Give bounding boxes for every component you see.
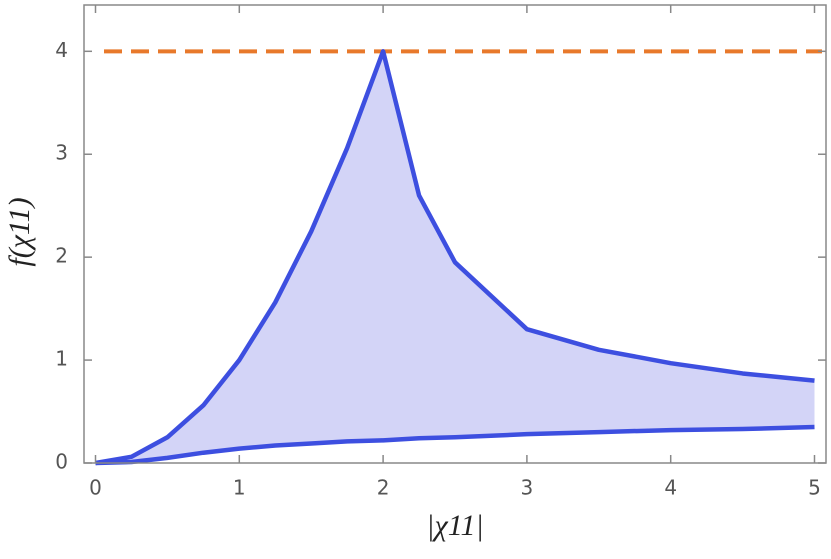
x-tick-label: 5 [808, 476, 821, 500]
y-tick-label: 3 [55, 141, 68, 165]
x-tick-label: 1 [233, 476, 246, 500]
series-line [95, 424, 815, 466]
x-tick-label: 4 [664, 476, 677, 500]
fill-area [95, 51, 815, 463]
x-tick-label: 2 [377, 476, 390, 500]
plot-frame [83, 4, 827, 464]
x-axis-label: |χ11| [426, 509, 483, 542]
y-tick-label: 2 [55, 244, 68, 268]
y-tick-label: 0 [55, 450, 68, 474]
x-tick-label: 3 [521, 476, 534, 500]
series-line [95, 49, 815, 466]
x-tick-label: 0 [89, 476, 102, 500]
y-axis-label: f(χ11) [3, 197, 36, 266]
y-tick-label: 4 [55, 38, 68, 62]
y-tick-label: 1 [55, 347, 68, 371]
